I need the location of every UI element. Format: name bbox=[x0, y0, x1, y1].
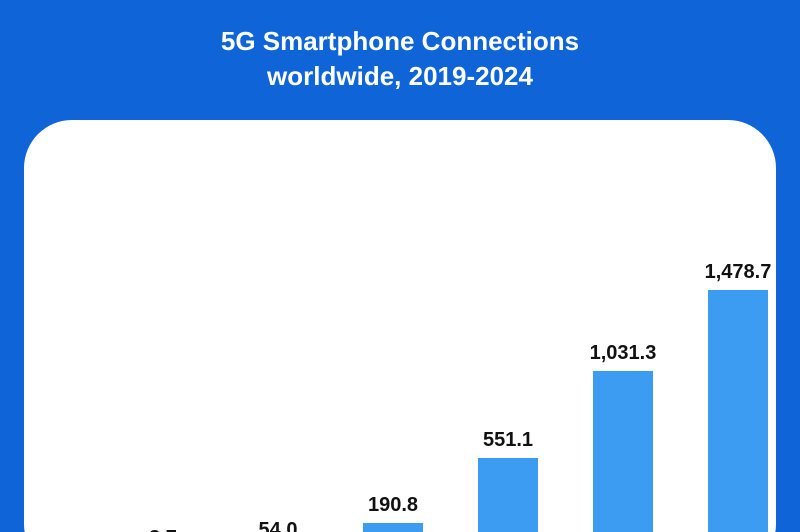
bar-column: 54.02020 bbox=[248, 268, 308, 532]
bar-value-label: 3.7 bbox=[103, 527, 223, 532]
chart-area: 3.72019 54.02020 190.82021 551.12022 1,031.3… bbox=[108, 270, 712, 532]
bar-value-label: 1,478.7 bbox=[678, 261, 798, 284]
bar-value-label: 190.8 bbox=[333, 494, 453, 517]
bar bbox=[708, 290, 768, 532]
title-line-2: worldwide, 2019-2024 bbox=[0, 59, 800, 94]
bar-value-label: 551.1 bbox=[448, 429, 568, 452]
chart-card: 5G Smartphone Connections worldwide, 201… bbox=[0, 0, 800, 532]
bar bbox=[593, 371, 653, 532]
bar-column: 551.12022 bbox=[478, 268, 538, 532]
bar bbox=[363, 523, 423, 532]
title-line-1: 5G Smartphone Connections bbox=[0, 24, 800, 59]
bar-column: 3.72019 bbox=[133, 268, 193, 532]
chart-panel: 3.72019 54.02020 190.82021 551.12022 1,031.3… bbox=[24, 120, 776, 532]
bar-column: 1,478.72024 bbox=[708, 268, 768, 532]
bar bbox=[478, 458, 538, 532]
bar-column: 190.82021 bbox=[363, 268, 423, 532]
bar-column: 1,031.32023 bbox=[593, 268, 653, 532]
header: 5G Smartphone Connections worldwide, 201… bbox=[0, 0, 800, 94]
bar-value-label: 54.0 bbox=[218, 519, 338, 532]
bar-value-label: 1,031.3 bbox=[563, 342, 683, 365]
